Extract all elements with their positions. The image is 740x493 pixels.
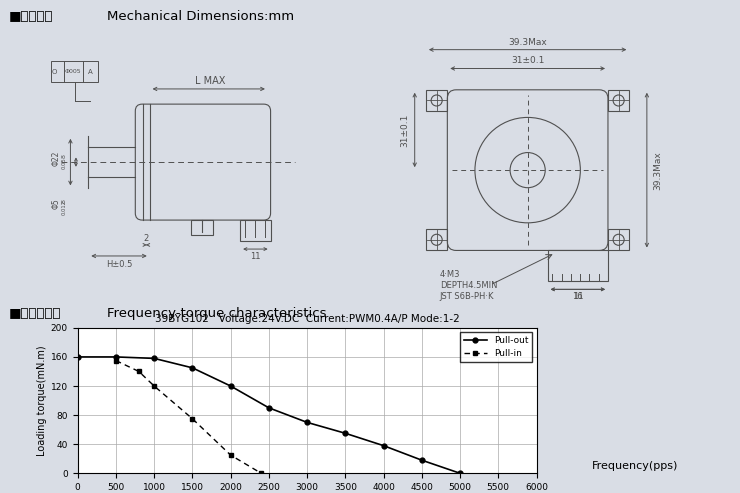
Text: 39.3Max: 39.3Max xyxy=(508,37,547,47)
Text: 4·M3: 4·M3 xyxy=(440,270,460,279)
Text: H±0.5: H±0.5 xyxy=(106,260,132,269)
Text: Φ005: Φ005 xyxy=(64,69,81,74)
Bar xyxy=(426,90,448,111)
Text: ■机械尺寸: ■机械尺寸 xyxy=(9,9,53,23)
Bar xyxy=(51,61,98,82)
Legend: Pull-out, Pull-in: Pull-out, Pull-in xyxy=(460,332,532,362)
Text: ■矩频曲线图: ■矩频曲线图 xyxy=(9,307,61,319)
Text: Frequency-torque characteristics: Frequency-torque characteristics xyxy=(107,307,327,319)
Y-axis label: Loading torque(mN.m): Loading torque(mN.m) xyxy=(36,345,47,456)
Text: 11: 11 xyxy=(250,252,260,261)
Text: 31±0.1: 31±0.1 xyxy=(400,113,409,146)
Text: O: O xyxy=(52,69,57,74)
Text: 0.05: 0.05 xyxy=(61,158,67,170)
Bar xyxy=(608,229,629,250)
Bar xyxy=(426,229,448,250)
Text: JST S6B-PH·K: JST S6B-PH·K xyxy=(440,292,494,301)
Text: L MAX: L MAX xyxy=(195,75,225,86)
Text: Φ22: Φ22 xyxy=(52,151,61,167)
Text: 31±0.1: 31±0.1 xyxy=(511,56,545,65)
Bar xyxy=(608,90,629,111)
Text: A: A xyxy=(88,69,92,74)
Text: 2: 2 xyxy=(144,234,149,243)
Text: 39.3Max: 39.3Max xyxy=(653,151,662,189)
Text: 16: 16 xyxy=(573,292,583,301)
Text: DEPTH4.5MIN: DEPTH4.5MIN xyxy=(440,281,497,289)
Bar xyxy=(240,220,271,241)
Bar xyxy=(548,250,608,281)
Text: 11: 11 xyxy=(573,292,583,301)
Text: 8: 8 xyxy=(61,199,67,203)
Title: 39BYG102   Voltage:24V.DC  Current:PWM0.4A/P Mode:1-2: 39BYG102 Voltage:24V.DC Current:PWM0.4A/… xyxy=(155,315,460,324)
Text: 0.012: 0.012 xyxy=(61,200,67,215)
Text: Frequency(pps): Frequency(pps) xyxy=(592,461,679,471)
Text: Mechanical Dimensions:mm: Mechanical Dimensions:mm xyxy=(107,9,295,23)
Bar xyxy=(190,220,212,235)
Text: 8: 8 xyxy=(61,154,67,158)
Text: Φ5: Φ5 xyxy=(52,198,61,209)
